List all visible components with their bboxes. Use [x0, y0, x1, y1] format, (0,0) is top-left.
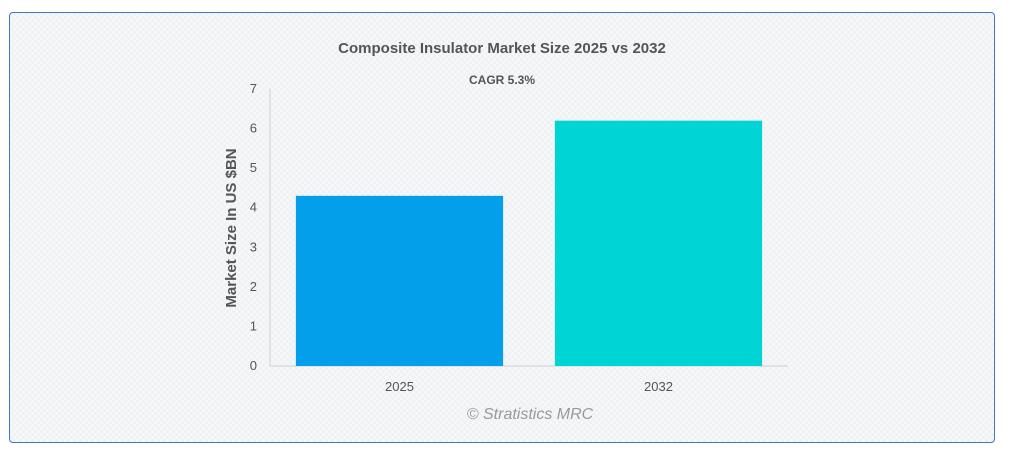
y-tick-label: 1	[250, 318, 257, 333]
y-axis-label: Market Size In US $BN	[223, 148, 240, 307]
y-tick-label: 6	[250, 121, 257, 136]
x-tick-label: 2032	[644, 379, 673, 394]
bars	[295, 120, 763, 367]
y-tick-label: 4	[250, 200, 257, 215]
y-tick-label: 7	[250, 81, 257, 96]
bar-2025[interactable]	[295, 195, 504, 366]
y-tick-label: 3	[250, 239, 257, 254]
chart-subtitle: CAGR 5.3%	[469, 73, 535, 87]
x-tick-label: 2025	[385, 379, 414, 394]
y-ticks: 0 1 2 3 4 5 6 7	[250, 81, 257, 373]
y-tick-label: 0	[250, 358, 257, 373]
watermark: © Stratistics MRC	[467, 406, 594, 423]
x-ticks: 2025 2032	[385, 379, 673, 394]
chart-title: Composite Insulator Market Size 2025 vs …	[338, 40, 666, 57]
y-tick-label: 2	[250, 279, 257, 294]
y-tick-label: 5	[250, 160, 257, 175]
bar-2032[interactable]	[554, 120, 763, 367]
